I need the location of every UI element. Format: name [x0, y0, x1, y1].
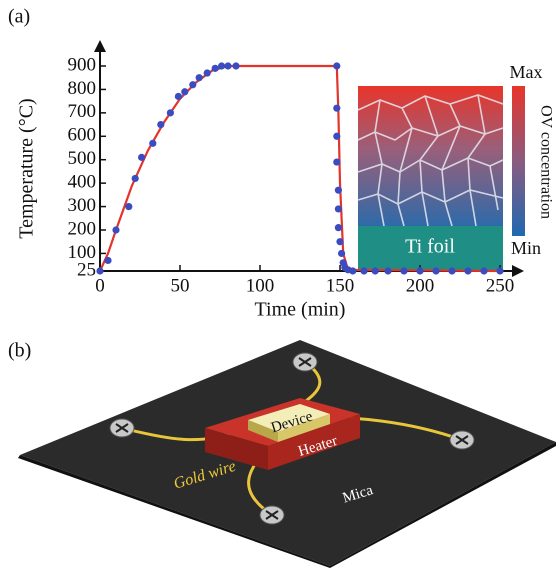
- data-point: [333, 62, 340, 69]
- data-point: [335, 224, 342, 231]
- data-point: [125, 203, 132, 210]
- colorbar-max: Max: [510, 62, 543, 82]
- y-tick-label: 700: [68, 101, 97, 122]
- data-point: [175, 93, 182, 100]
- data-point: [333, 158, 340, 165]
- y-axis-label: Temperature (°C): [16, 98, 38, 238]
- data-point: [333, 133, 340, 140]
- data-point: [112, 226, 119, 233]
- data-point: [204, 69, 211, 76]
- x-tick-label: 250: [486, 275, 515, 296]
- y-tick-label: 900: [68, 54, 97, 75]
- data-point: [360, 267, 367, 274]
- data-point: [384, 267, 391, 274]
- data-point: [496, 267, 503, 274]
- y-tick-label: 200: [68, 218, 97, 239]
- x-tick-label: 0: [95, 275, 105, 296]
- panel-label: (b): [8, 340, 31, 362]
- data-point: [157, 121, 164, 128]
- data-point: [167, 109, 174, 116]
- colorbar-min: Min: [511, 238, 541, 258]
- data-point: [464, 267, 471, 274]
- figure: (a) (b) Ti foil Max Min OV concentration: [0, 0, 560, 568]
- y-tick-label: 500: [68, 148, 97, 169]
- data-point: [212, 65, 219, 72]
- y-tick-label: 400: [68, 172, 97, 193]
- data-point: [189, 81, 196, 88]
- data-point: [448, 267, 455, 274]
- device-diagram: Device Heater Gold wire Mica: [18, 340, 556, 568]
- data-point: [196, 74, 203, 81]
- panel-label: (a): [8, 6, 30, 28]
- data-point: [432, 267, 439, 274]
- y-tick-label: 600: [68, 125, 97, 146]
- data-point: [149, 140, 156, 147]
- y-tick-label: 800: [68, 78, 97, 99]
- data-point: [400, 267, 407, 274]
- data-point: [372, 267, 379, 274]
- axis-arrow: [94, 40, 106, 52]
- data-point: [218, 62, 225, 69]
- data-point: [335, 187, 342, 194]
- data-point: [104, 257, 111, 264]
- data-point: [338, 250, 345, 257]
- data-point: [232, 62, 239, 69]
- data-point: [181, 88, 188, 95]
- data-point: [349, 267, 356, 274]
- y-tick-label: 100: [68, 242, 97, 263]
- y-tick-label: 300: [68, 195, 97, 216]
- x-tick-label: 100: [246, 275, 275, 296]
- x-axis-label: Time (min): [255, 299, 346, 321]
- data-point: [138, 154, 145, 161]
- inset: Ti foil Max Min OV concentration: [358, 62, 554, 270]
- data-point: [336, 238, 343, 245]
- data-point: [416, 267, 423, 274]
- x-tick-label: 150: [326, 275, 355, 296]
- inset-label: Ti foil: [405, 236, 455, 258]
- data-point: [480, 267, 487, 274]
- x-tick-label: 200: [406, 275, 435, 296]
- data-point: [132, 175, 139, 182]
- data-point: [335, 205, 342, 212]
- data-point: [96, 267, 103, 274]
- x-tick-label: 50: [171, 275, 190, 296]
- data-point: [333, 105, 340, 112]
- colorbar: [512, 86, 525, 236]
- colorbar-label: OV concentration: [537, 105, 554, 219]
- data-point: [224, 62, 231, 69]
